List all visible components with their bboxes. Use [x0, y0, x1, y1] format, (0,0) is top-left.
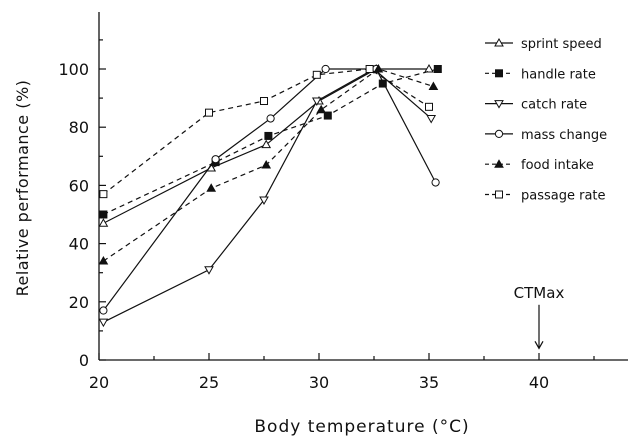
legend-item-food-intake: food intake [485, 158, 594, 173]
ctmax-arrow-head [534, 341, 544, 350]
y-tick-label: 40 [69, 235, 89, 254]
x-tick-label: 20 [89, 373, 109, 392]
data-point-mass-change [431, 178, 440, 187]
data-point-food-intake [316, 104, 327, 114]
legend-marker [494, 100, 504, 109]
data-point-catch-rate [426, 114, 437, 124]
legend-item-catch-rate: catch rate [485, 98, 587, 113]
data-point-mass-change [99, 306, 108, 315]
data-point-passage-rate [312, 70, 321, 79]
series-passage-rate [99, 65, 433, 199]
series-line-catch-rate [103, 68, 432, 323]
data-point-passage-rate [260, 97, 268, 106]
legend-marker [495, 190, 503, 199]
y-tick-label: 0 [79, 351, 89, 370]
series-line-food-intake [103, 68, 434, 262]
data-point-handle-rate [323, 111, 332, 120]
data-point-handle-rate [433, 65, 442, 73]
legend-label: sprint speed [521, 37, 602, 52]
series-line-passage-rate [103, 68, 430, 195]
series-layer [98, 63, 442, 328]
data-point-catch-rate [311, 97, 322, 107]
data-point-sprint-speed [261, 139, 272, 149]
series-sprint-speed [98, 63, 434, 227]
x-axis-label: Body temperature (°C) [254, 417, 469, 436]
data-point-catch-rate [259, 196, 269, 205]
data-point-catch-rate [98, 318, 109, 328]
data-point-sprint-speed [98, 218, 109, 227]
data-point-mass-change [321, 64, 330, 74]
annotation: CTMax [514, 284, 565, 350]
data-point-food-intake [428, 81, 439, 90]
legend-label: catch rate [521, 98, 587, 113]
y-tick-label: 20 [69, 293, 89, 312]
x-tick-label: 25 [199, 373, 219, 392]
y-tick-label: 80 [69, 118, 89, 137]
data-point-catch-rate [204, 266, 214, 275]
data-point-handle-rate [99, 210, 108, 219]
legend-label: passage rate [521, 189, 606, 204]
legend-marker [495, 69, 503, 78]
legend-item-passage-rate: passage rate [485, 189, 606, 204]
legend-item-handle-rate: handle rate [485, 67, 596, 82]
series-line-mass-change [102, 68, 437, 311]
legend-marker [494, 37, 504, 47]
data-point-handle-rate [264, 131, 273, 140]
data-point-sprint-speed [424, 63, 434, 73]
legend: sprint speed handle rate catch rate mass ch… [485, 37, 607, 204]
legend-item-mass-change: mass change [485, 128, 607, 143]
data-point-mass-change [266, 114, 275, 123]
x-tick-label: 40 [529, 373, 549, 392]
data-point-food-intake [206, 183, 217, 192]
y-tick-label: 60 [69, 176, 89, 195]
y-tick-label: 100 [58, 60, 89, 79]
series-catch-rate [98, 65, 437, 328]
y-axis-label: Relative performance (%) [13, 80, 32, 297]
data-point-food-intake [261, 160, 272, 169]
series-food-intake [98, 63, 439, 265]
data-point-passage-rate [425, 102, 433, 111]
legend-label: food intake [521, 158, 594, 173]
legend-label: handle rate [521, 67, 596, 82]
x-tick-label: 35 [419, 373, 439, 392]
legend-label: mass change [521, 128, 607, 143]
data-point-food-intake [98, 256, 109, 265]
data-point-mass-change [211, 155, 220, 164]
legend-item-sprint-speed: sprint speed [485, 37, 602, 52]
data-point-passage-rate [365, 65, 374, 73]
data-point-handle-rate [378, 79, 387, 88]
data-point-passage-rate [205, 108, 213, 117]
data-point-food-intake [373, 63, 384, 73]
legend-marker [494, 159, 504, 168]
x-tick-label: 30 [309, 373, 329, 392]
series-line-sprint-speed [103, 68, 429, 224]
legend-marker [494, 129, 504, 138]
series-line-handle-rate [103, 68, 438, 216]
data-point-passage-rate [99, 190, 108, 199]
ctmax-label: CTMax [514, 284, 565, 302]
